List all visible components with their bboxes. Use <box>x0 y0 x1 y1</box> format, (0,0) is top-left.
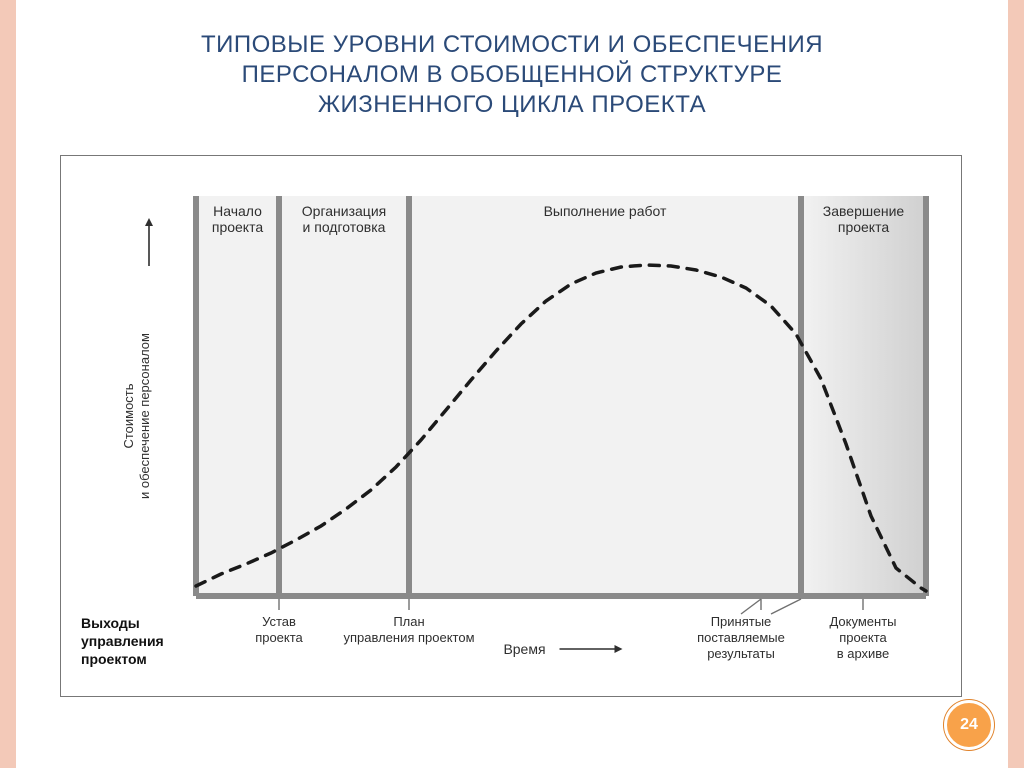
outputs-header: Выходы <box>81 615 140 631</box>
phase-label: проекта <box>212 219 263 235</box>
outputs-header: управления <box>81 633 164 649</box>
output-label: Устав <box>262 614 296 629</box>
slide-right-strip <box>1008 0 1024 768</box>
y-axis-label: Стоимостьи обеспечение персоналом <box>121 333 152 499</box>
svg-text:Стоимость: Стоимость <box>121 383 136 448</box>
phase-label: Завершение <box>823 203 905 219</box>
x-axis-arrow-head <box>615 645 623 653</box>
phase-label: Начало <box>213 203 262 219</box>
page-title-line1: ТИПОВЫЕ УРОВНИ СТОИМОСТИ И ОБЕСПЕЧЕНИЯ <box>201 31 823 58</box>
chart-frame: НачалопроектаОрганизацияи подготовкаВыпо… <box>60 155 962 697</box>
phase-label: Организация <box>302 203 386 219</box>
output-label: Принятые <box>711 614 772 629</box>
y-axis-arrow-head <box>145 218 153 226</box>
x-axis-label: Время <box>503 641 545 657</box>
page-title: ТИПОВЫЕ УРОВНИ СТОИМОСТИ И ОБЕСПЕЧЕНИЯ П… <box>40 30 984 120</box>
page-title-line2: ПЕРСОНАЛОМ В ОБОБЩЕННОЙ СТРУКТУРЕ <box>242 61 783 88</box>
output-label: поставляемые <box>697 630 785 645</box>
chart-svg: НачалопроектаОрганизацияи подготовкаВыпо… <box>61 156 961 696</box>
plot-right-shade <box>801 196 926 596</box>
output-label: проекта <box>255 630 303 645</box>
output-label: в архиве <box>837 646 890 661</box>
output-label: результаты <box>707 646 775 661</box>
output-tick-diag <box>741 599 761 614</box>
phase-label: и подготовка <box>303 219 386 235</box>
page-number: 24 <box>960 716 978 734</box>
svg-text:и обеспечение персоналом: и обеспечение персоналом <box>137 333 152 499</box>
output-label: управления проектом <box>343 630 474 645</box>
page-number-badge: 24 <box>944 700 994 750</box>
phase-label: Выполнение работ <box>544 203 667 219</box>
slide-left-strip <box>0 0 16 768</box>
outputs-header: проектом <box>81 651 147 667</box>
page-title-line3: ЖИЗНЕННОГО ЦИКЛА ПРОЕКТА <box>318 91 706 118</box>
phase-label: проекта <box>838 219 889 235</box>
output-label: План <box>393 614 424 629</box>
output-label: проекта <box>839 630 887 645</box>
output-tick-diag <box>771 599 801 614</box>
output-label: Документы <box>829 614 896 629</box>
